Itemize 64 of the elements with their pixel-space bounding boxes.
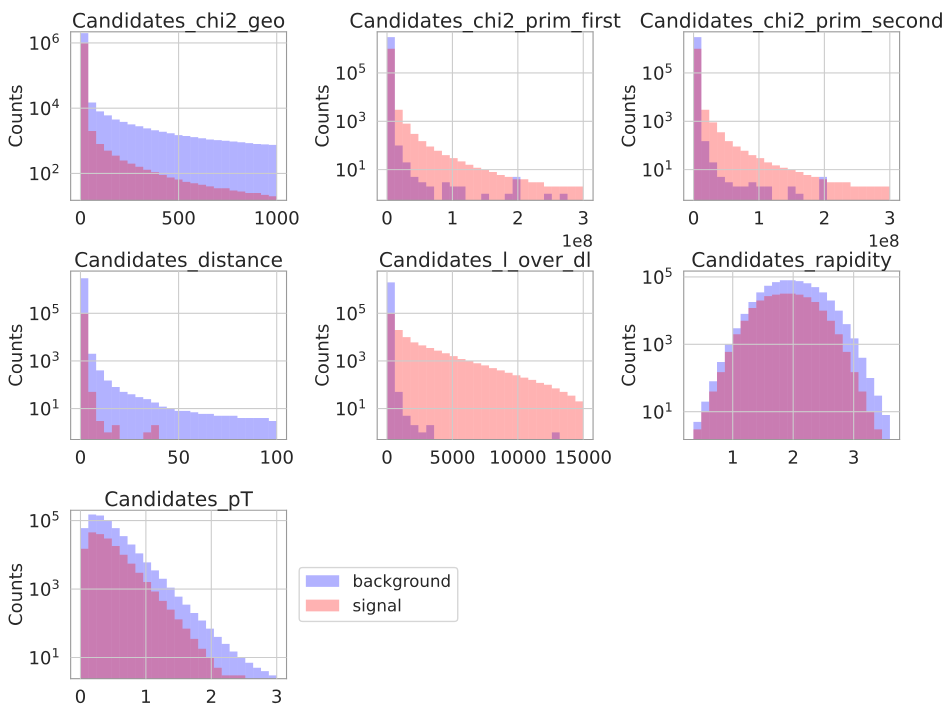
- x-tick-label: 15000: [556, 450, 611, 464]
- x-tick-label: 1000: [256, 211, 298, 225]
- x-tick-label: 1: [728, 450, 737, 464]
- x-tick-label: 0: [382, 211, 392, 225]
- y-tick-label: 10$^{5}$: [336, 64, 366, 80]
- x-tick-label: 3: [849, 450, 858, 464]
- y-tick-label: 10$^{2}$: [30, 164, 58, 180]
- x-tick-label: 5000: [430, 450, 474, 464]
- x-tick-label: 500: [162, 211, 195, 225]
- y-tick-label: 10$^{1}$: [644, 402, 672, 419]
- x-tick-label: 1: [755, 211, 764, 224]
- x-tick-label: 2: [513, 211, 522, 224]
- x-tick-label: 2: [206, 689, 216, 703]
- y-tick-label: 10$^{5}$: [30, 304, 59, 320]
- x-tick-label: 10000: [491, 450, 546, 464]
- chart-title: Candidates_chi2_prim_second: [640, 12, 942, 32]
- y-tick-label: 10$^{4}$: [30, 98, 59, 116]
- y-axis-title: Counts: [315, 324, 329, 386]
- y-tick-label: 10$^{5}$: [336, 304, 366, 320]
- y-tick-label: 10$^{5}$: [30, 511, 59, 528]
- x-tick-label: 2: [820, 211, 828, 224]
- chart-title: Candidates_l_over_dl: [380, 252, 590, 272]
- y-tick-label: 10$^{1}$: [336, 160, 366, 177]
- chart-title: Candidates_pT: [105, 490, 253, 511]
- x-tick-label: 0: [76, 211, 86, 225]
- x-tick-label: 3: [885, 211, 894, 225]
- x-tick-label: 0: [382, 450, 392, 464]
- x-tick-label: 3: [578, 211, 588, 225]
- chart-title: Candidates_chi2_geo: [73, 12, 284, 32]
- y-axis-title: Counts: [622, 324, 636, 386]
- x-tick-label: 0: [76, 689, 86, 704]
- y-tick-label: 10$^{3}$: [336, 112, 366, 128]
- y-axis-title: Counts: [315, 85, 329, 147]
- y-tick-label: 10$^{3}$: [30, 579, 59, 596]
- y-tick-label: 10$^{1}$: [644, 160, 672, 177]
- chart-title: Candidates_chi2_prim_first: [350, 12, 620, 32]
- legend-label: background: [354, 574, 450, 590]
- x-tick-label: 2: [788, 450, 798, 464]
- text: 1e8: [870, 234, 898, 247]
- x-tick-label: 1: [142, 690, 150, 703]
- y-tick-label: 10$^{1}$: [30, 648, 58, 664]
- y-axis-title: Counts: [8, 85, 22, 147]
- text: 1e8: [563, 234, 592, 247]
- y-tick-label: 10$^{3}$: [30, 351, 59, 368]
- x-tick-label: 0: [688, 211, 698, 225]
- y-tick-label: 10$^{3}$: [644, 112, 672, 128]
- chart-title: Candidates_distance: [75, 252, 282, 272]
- y-tick-label: 10$^{1}$: [30, 399, 58, 416]
- y-tick-label: 10$^{3}$: [644, 334, 672, 352]
- x-tick-label: 100: [261, 450, 293, 464]
- y-axis-title: Counts: [8, 324, 22, 386]
- y-axis-title: Counts: [8, 564, 22, 625]
- y-tick-label: 10$^{1}$: [336, 399, 366, 416]
- x-tick-label: 50: [168, 450, 189, 464]
- y-tick-label: 10$^{5}$: [644, 64, 672, 80]
- x-tick-label: 3: [272, 689, 282, 704]
- legend-label: signal: [353, 598, 400, 615]
- chart-title: Candidates_rapidity: [692, 252, 892, 272]
- x-tick-label: 0: [76, 450, 86, 464]
- y-axis-title: Counts: [622, 85, 636, 147]
- y-tick-label: 10$^{5}$: [644, 268, 672, 284]
- x-tick-label: 1: [448, 211, 456, 224]
- y-tick-label: 10$^{6}$: [30, 33, 59, 50]
- y-tick-label: 10$^{3}$: [336, 351, 366, 368]
